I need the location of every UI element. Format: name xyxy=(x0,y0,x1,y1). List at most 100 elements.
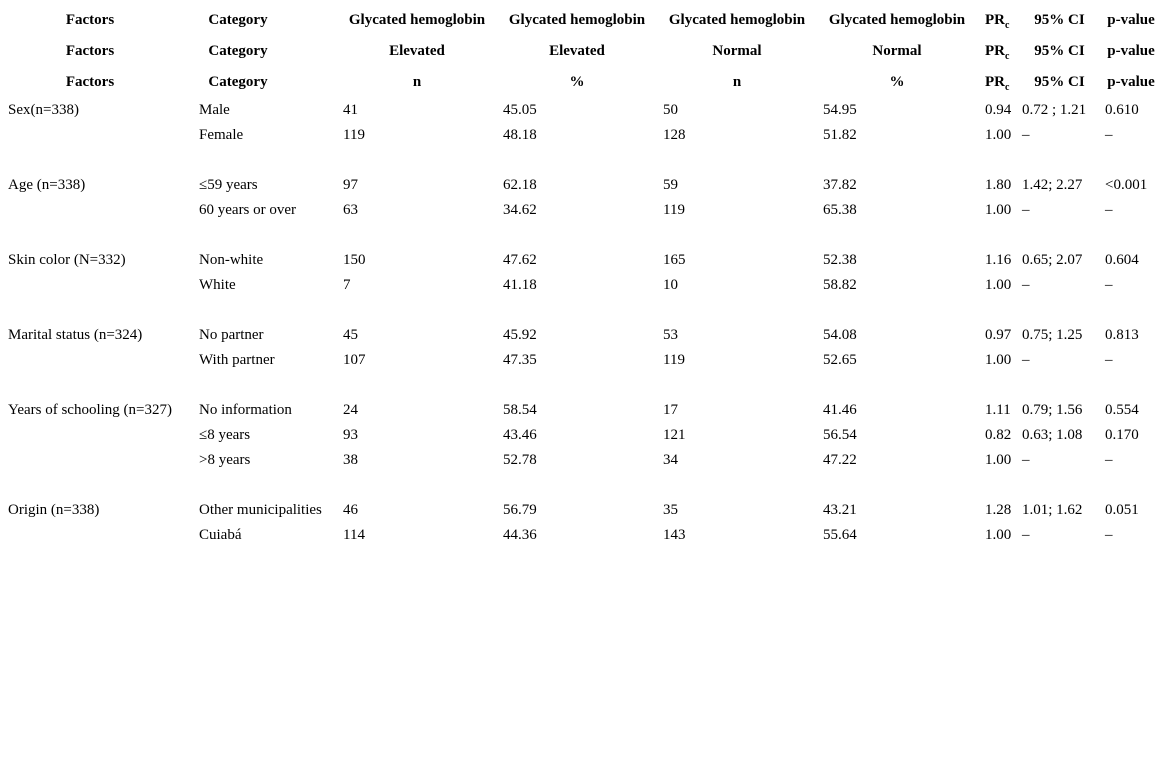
normal-pct-cell: 54.95 xyxy=(823,102,857,118)
pr-label: PR xyxy=(985,12,1005,28)
header-cell-p-value: p-value xyxy=(1107,12,1155,28)
header-cell-elevated-n: Elevated xyxy=(389,43,445,59)
normal-pct-cell: 52.38 xyxy=(823,252,857,268)
ci-cell: 0.65; 2.07 xyxy=(1022,252,1083,268)
p-value-cell: 0.604 xyxy=(1105,252,1139,268)
group-spacer xyxy=(8,373,1159,398)
elevated-n-cell: 97 xyxy=(343,177,358,193)
elevated-n-cell: 93 xyxy=(343,427,358,443)
pr-cell: 1.00 xyxy=(985,352,1012,368)
pr-subscript: c xyxy=(1005,20,1010,31)
header-cell-factor: Factors xyxy=(65,12,115,28)
p-value-cell: 0.051 xyxy=(1105,502,1139,518)
normal-n-cell: 165 xyxy=(663,252,686,268)
normal-pct-cell: 65.38 xyxy=(823,202,857,218)
header-cell-p-value: p-value xyxy=(1107,43,1155,59)
elevated-n-cell: 63 xyxy=(343,202,358,218)
header-cell-normal-pct: % xyxy=(889,74,905,90)
normal-pct-cell: 56.54 xyxy=(823,427,857,443)
header-cell-pr: PRc xyxy=(985,67,1022,98)
ci-cell: – xyxy=(1022,127,1030,143)
normal-n-cell: 121 xyxy=(663,427,686,443)
group-spacer xyxy=(8,473,1159,498)
header-cell-p-value: p-value xyxy=(1107,74,1155,90)
normal-pct-cell: 54.08 xyxy=(823,327,857,343)
table-header: Factors Category Glycated hemoglobin Glycat… xyxy=(8,5,1159,98)
category-cell: ≤8 years xyxy=(199,427,251,443)
normal-pct-cell: 41.46 xyxy=(823,402,857,418)
elevated-n-cell: 7 xyxy=(343,277,351,293)
normal-n-cell: 128 xyxy=(663,127,686,143)
factor-cell xyxy=(8,273,199,298)
elevated-pct-cell: 58.54 xyxy=(503,402,537,418)
normal-pct-cell: 58.82 xyxy=(823,277,857,293)
table-row: ≤8 years 93 43.46 121 56.54 0.82 0.63; 1.08 0.1… xyxy=(8,423,1159,448)
elevated-n-cell: 114 xyxy=(343,527,365,543)
table-row: Age (n=338) ≤59 years 97 62.18 59 37.82 1.80 1.… xyxy=(8,173,1159,198)
table-row: >8 years 38 52.78 34 47.22 1.00– – xyxy=(8,448,1159,473)
p-value-cell: – xyxy=(1105,527,1113,543)
p-value-cell: 0.610 xyxy=(1105,102,1139,118)
ci-cell: 0.72 ; 1.21 xyxy=(1022,102,1087,118)
p-value-cell: – xyxy=(1105,127,1113,143)
category-cell: Male xyxy=(199,102,230,118)
normal-n-cell: 50 xyxy=(663,102,678,118)
group-spacer xyxy=(8,223,1159,248)
header-cell-elevated-pct: Glycated hemoglobin xyxy=(508,12,646,28)
header-cell-elevated-pct: Elevated xyxy=(549,43,605,59)
elevated-n-cell: 38 xyxy=(343,452,358,468)
header-cell-category: Category xyxy=(208,12,268,28)
ci-cell: 0.75; 1.25 xyxy=(1022,327,1083,343)
header-cell-ci: 95% CI xyxy=(1034,74,1085,90)
header-cell-elevated-n: n xyxy=(412,74,422,90)
normal-n-cell: 59 xyxy=(663,177,678,193)
pr-label: PR xyxy=(985,43,1005,59)
table-row: White 7 41.18 10 58.82 1.00– – xyxy=(8,273,1159,298)
table-row: 60 years or over 63 34.62 119 65.38 1.00– – xyxy=(8,198,1159,223)
header-row: Factors Category Glycated hemoglobin Glycat… xyxy=(8,5,1159,36)
ci-cell: 0.63; 1.08 xyxy=(1022,427,1083,443)
normal-pct-cell: 43.21 xyxy=(823,502,857,518)
normal-pct-cell: 47.22 xyxy=(823,452,857,468)
elevated-pct-cell: 52.78 xyxy=(503,452,537,468)
category-cell: No information xyxy=(199,402,292,418)
elevated-pct-cell: 34.62 xyxy=(503,202,537,218)
header-cell-pr: PRc xyxy=(985,36,1022,67)
ci-cell: – xyxy=(1022,527,1030,543)
factor-cell xyxy=(8,448,199,473)
elevated-n-cell: 41 xyxy=(343,102,358,118)
pr-cell: 1.16 xyxy=(985,252,1012,268)
table-row: With partner 107 47.35 119 52.65 1.00– – xyxy=(8,348,1159,373)
table-row: Skin color (N=332) Non-white 150 47.62 165 52… xyxy=(8,248,1159,273)
category-cell: Cuiabá xyxy=(199,527,242,543)
normal-pct-cell: 52.65 xyxy=(823,352,857,368)
elevated-pct-cell: 44.36 xyxy=(503,527,537,543)
normal-pct-cell: 55.64 xyxy=(823,527,857,543)
pr-cell: 1.00 xyxy=(985,202,1012,218)
elevated-n-cell: 24 xyxy=(343,402,358,418)
factor-cell: Sex(n=338) xyxy=(8,102,79,118)
header-cell-normal-n: Normal xyxy=(712,43,762,59)
table-row: Marital status (n=324) No partner 45 45.92 5… xyxy=(8,323,1159,348)
header-cell-ci: 95% CI xyxy=(1034,12,1085,28)
elevated-pct-cell: 62.18 xyxy=(503,177,537,193)
table-row: Origin (n=338) Other municipalities 46 56.7… xyxy=(8,498,1159,523)
factor-cell: Marital status (n=324) xyxy=(8,327,143,343)
category-cell: ≤59 years xyxy=(199,177,258,193)
factor-cell xyxy=(8,198,199,223)
p-value-cell: 0.554 xyxy=(1105,402,1139,418)
elevated-n-cell: 107 xyxy=(343,352,366,368)
header-cell-elevated-pct: % xyxy=(569,74,585,90)
elevated-n-cell: 119 xyxy=(343,127,365,143)
pr-cell: 1.00 xyxy=(985,277,1012,293)
pr-cell: 0.82 xyxy=(985,427,1012,443)
header-row: Factors Category Elevated Elevated Normal Nor… xyxy=(8,36,1159,67)
elevated-n-cell: 46 xyxy=(343,502,358,518)
elevated-pct-cell: 41.18 xyxy=(503,277,537,293)
table-row: Sex(n=338) Male 41 45.05 50 54.95 0.94 0.72 ; 1… xyxy=(8,98,1159,123)
elevated-pct-cell: 45.05 xyxy=(503,102,537,118)
category-cell: White xyxy=(199,277,236,293)
elevated-n-cell: 45 xyxy=(343,327,358,343)
factor-cell xyxy=(8,123,199,148)
header-cell-normal-pct: Glycated hemoglobin xyxy=(828,12,966,28)
